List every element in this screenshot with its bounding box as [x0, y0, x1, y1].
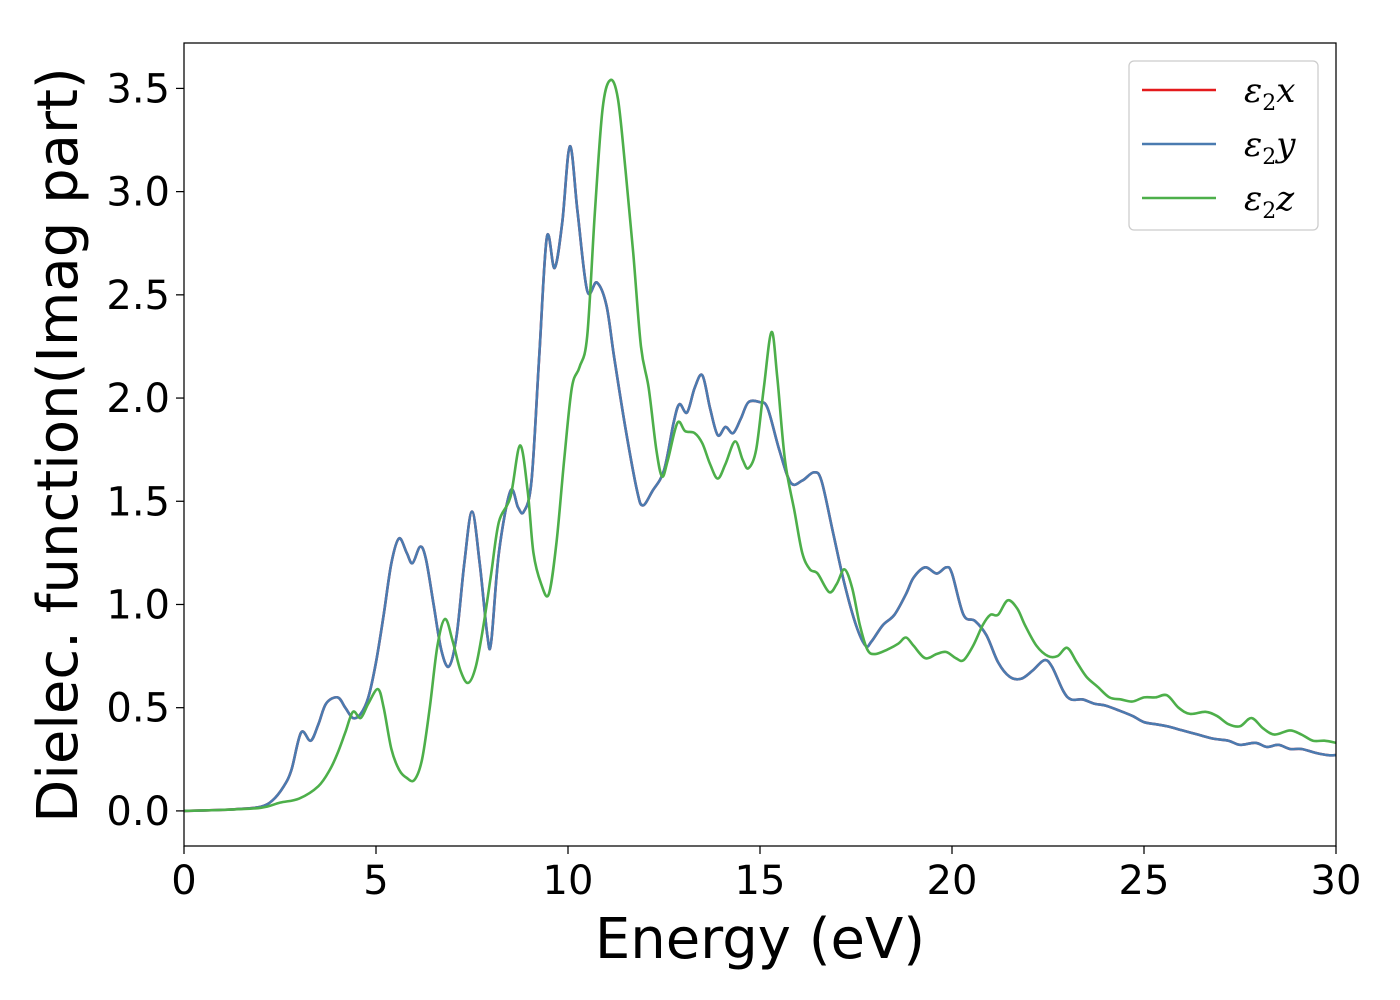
y-axis-ticks: 0.0 0.5 1.0 1.5 2.0 2.5 3.0 3.5: [106, 66, 184, 835]
y-tick-label: 1.0: [106, 582, 170, 628]
series-line-2: [184, 144, 1336, 813]
legend-entries: ε2x ε2y ε2z: [1142, 71, 1296, 224]
y-tick-label: 1.5: [106, 479, 170, 525]
y-tick-label: 3.5: [106, 66, 170, 112]
x-tick-label: 10: [543, 858, 594, 904]
legend: ε2x ε2y ε2z: [1128, 60, 1319, 231]
y-tick-label: 2.0: [106, 376, 170, 422]
legend-label: ε2x: [1244, 71, 1295, 116]
legend-label: ε2z: [1244, 179, 1295, 224]
series-line-3: [184, 78, 1336, 813]
y-tick-label: 0.0: [106, 789, 170, 835]
x-tick-label: 0: [171, 858, 196, 904]
x-tick-label: 20: [927, 858, 978, 904]
x-tick-label: 30: [1311, 858, 1362, 904]
x-tick-label: 5: [363, 858, 388, 904]
legend-box: [1128, 60, 1319, 231]
x-axis-ticks: 0 5 10 15 20 25 30: [171, 846, 1361, 904]
y-tick-label: 2.5: [106, 273, 170, 319]
y-tick-label: 0.5: [106, 686, 170, 732]
y-axis-label: Dielec. function(Imag part): [26, 67, 91, 823]
x-tick-label: 25: [1119, 858, 1170, 904]
x-tick-label: 15: [735, 858, 786, 904]
legend-label: ε2y: [1244, 125, 1296, 170]
x-axis-label: Energy (eV): [595, 907, 925, 972]
y-tick-label: 3.0: [106, 170, 170, 216]
plot-series-group: [184, 78, 1336, 813]
